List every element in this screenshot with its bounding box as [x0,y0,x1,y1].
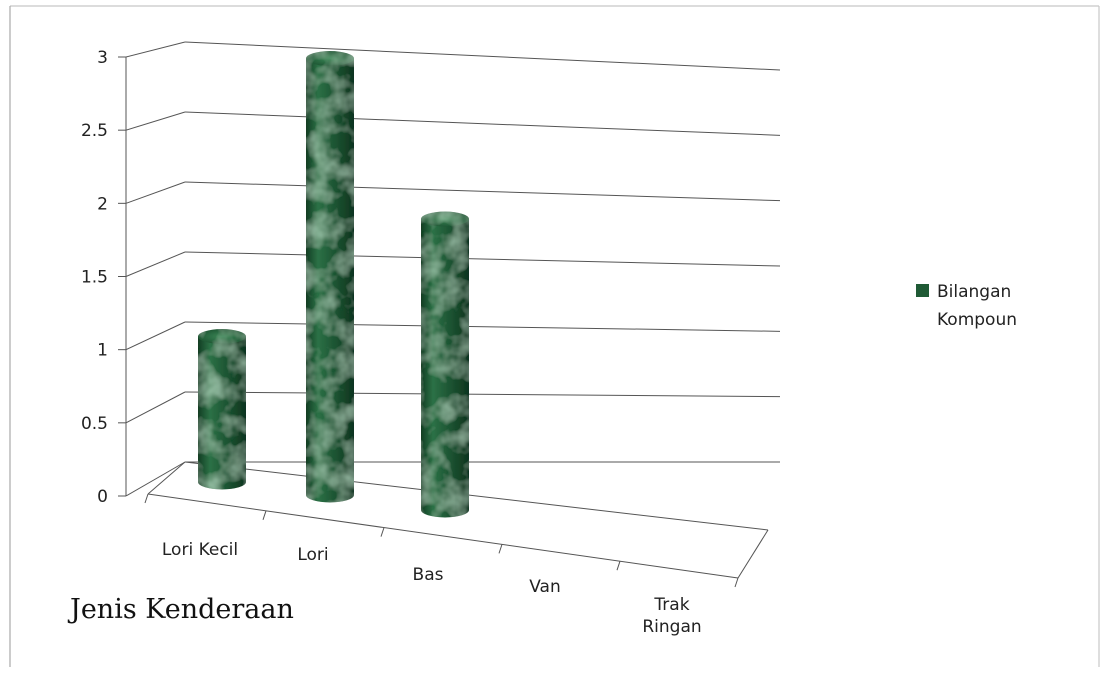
cylinder-bar [306,51,354,503]
floor-left-edge [147,461,186,495]
chart-frame [9,5,1100,667]
x-tick-mark [498,544,503,554]
cylinder-bar [421,211,469,518]
cylinder-top [421,211,469,227]
cylinder-body [306,58,354,503]
y-axis-tick-labels: 0 0.5 1 1.5 2 2.5 3 [81,48,108,507]
axes [118,56,769,588]
y-tick-label: 1.5 [81,268,108,288]
legend: Bilangan Kompoun [916,282,1017,330]
gridline [184,111,781,136]
x-tick-mark [380,527,385,537]
gridline-side [125,321,186,351]
x-axis-category-labels: Lori Kecil Lori Bas Van Trak Ringan [162,540,702,637]
gridlines [125,41,781,497]
cylinder-body [198,336,246,490]
y-tick-label: 3 [97,48,108,68]
gridline [184,391,781,398]
x-tick-label: Lori Kecil [162,540,238,560]
x-axis-title: Jenis Kenderaan [67,594,294,625]
x-tick-mark [262,510,267,520]
legend-swatch [916,284,929,297]
cylinder-bar [198,329,246,490]
y-tick-label: 0.5 [81,414,108,434]
y-tick-label: 2 [97,194,108,214]
x-tick-mark [734,577,739,588]
legend-label: Bilangan Kompoun [937,282,1017,330]
gridline-side [125,391,186,424]
cylinder-top [306,51,354,66]
x-tick-mark [616,561,621,571]
gridline [184,41,781,71]
gridline [184,181,781,202]
x-tick-label: Trak Ringan [642,595,701,637]
cylinder-top [198,329,246,344]
y-tick-label: 2.5 [81,121,108,141]
cylinder-body [421,219,469,518]
cylinder-bars [198,51,469,518]
gridline-side [125,461,186,497]
floor-right-edge [737,529,769,579]
gridline [184,321,781,332]
floor-back-edge [184,461,769,531]
y-tick-label: 1 [97,341,108,361]
gridline-side [125,111,186,131]
x-tick-label: Bas [413,565,444,585]
x-tick-label: Lori [297,545,328,565]
x-tick-label: Van [529,577,561,597]
gridline-side [125,181,186,204]
y-tick-label: 0 [97,487,108,507]
gridline [184,251,781,267]
x-tick-mark [144,493,149,504]
gridline-side [125,41,186,58]
gridline-side [125,251,186,277]
floor-front-edge [147,493,739,579]
